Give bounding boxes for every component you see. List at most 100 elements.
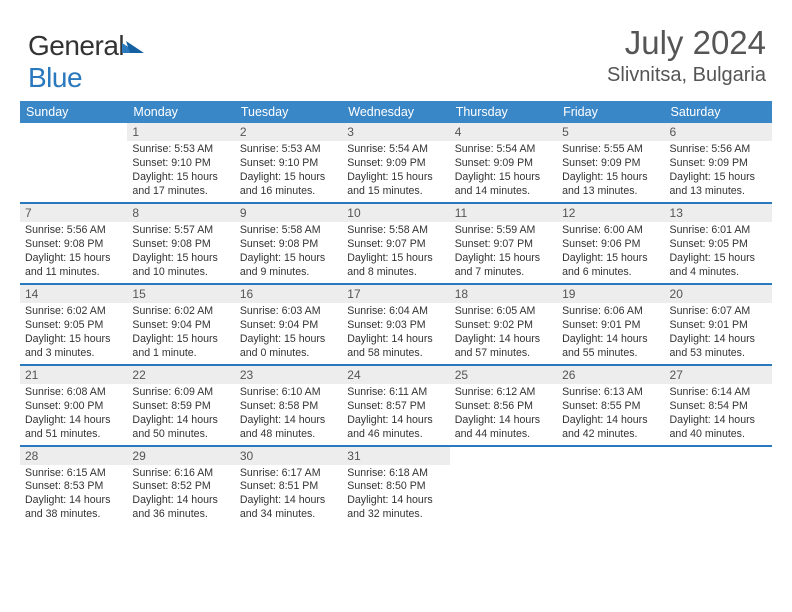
day-number: 2: [235, 123, 342, 141]
day-details: [557, 465, 664, 523]
day-number: 14: [20, 285, 127, 303]
sunrise-text: Sunrise: 6:14 AM: [670, 386, 767, 400]
day-number: 21: [20, 366, 127, 384]
sunset-text: Sunset: 8:57 PM: [347, 400, 444, 414]
day-details: Sunrise: 6:01 AMSunset: 9:05 PMDaylight:…: [665, 222, 772, 283]
day-number: 20: [665, 285, 772, 303]
sunrise-text: Sunrise: 6:12 AM: [455, 386, 552, 400]
sunrise-text: Sunrise: 6:02 AM: [25, 305, 122, 319]
day-details: Sunrise: 6:09 AMSunset: 8:59 PMDaylight:…: [127, 384, 234, 445]
day-details: Sunrise: 6:04 AMSunset: 9:03 PMDaylight:…: [342, 303, 449, 364]
day-number: 31: [342, 447, 449, 465]
daylight-text: Daylight: 15 hours and 10 minutes.: [132, 252, 229, 280]
daylight-text: Daylight: 14 hours and 32 minutes.: [347, 494, 444, 522]
sunset-text: Sunset: 8:58 PM: [240, 400, 337, 414]
day-details: Sunrise: 6:02 AMSunset: 9:04 PMDaylight:…: [127, 303, 234, 364]
sunrise-text: Sunrise: 6:11 AM: [347, 386, 444, 400]
day-number: 17: [342, 285, 449, 303]
calendar-cell: 1Sunrise: 5:53 AMSunset: 9:10 PMDaylight…: [127, 123, 234, 202]
daylight-text: Daylight: 15 hours and 0 minutes.: [240, 333, 337, 361]
sunset-text: Sunset: 9:09 PM: [562, 157, 659, 171]
daylight-text: Daylight: 15 hours and 4 minutes.: [670, 252, 767, 280]
logo-mark-icon: [122, 28, 144, 60]
header: General Blue July 2024 Slivnitsa, Bulgar…: [0, 0, 792, 95]
sunset-text: Sunset: 8:56 PM: [455, 400, 552, 414]
daylight-text: Daylight: 14 hours and 44 minutes.: [455, 414, 552, 442]
calendar-week: 21Sunrise: 6:08 AMSunset: 9:00 PMDayligh…: [20, 366, 772, 447]
calendar-cell: 20Sunrise: 6:07 AMSunset: 9:01 PMDayligh…: [665, 285, 772, 364]
day-number: 25: [450, 366, 557, 384]
sunset-text: Sunset: 9:09 PM: [347, 157, 444, 171]
daylight-text: Daylight: 14 hours and 51 minutes.: [25, 414, 122, 442]
day-details: Sunrise: 6:07 AMSunset: 9:01 PMDaylight:…: [665, 303, 772, 364]
calendar-week: 7Sunrise: 5:56 AMSunset: 9:08 PMDaylight…: [20, 204, 772, 285]
sunrise-text: Sunrise: 6:07 AM: [670, 305, 767, 319]
calendar-cell: 22Sunrise: 6:09 AMSunset: 8:59 PMDayligh…: [127, 366, 234, 445]
day-number: 11: [450, 204, 557, 222]
sunset-text: Sunset: 9:04 PM: [240, 319, 337, 333]
day-number: 3: [342, 123, 449, 141]
day-details: Sunrise: 5:57 AMSunset: 9:08 PMDaylight:…: [127, 222, 234, 283]
sunset-text: Sunset: 9:01 PM: [562, 319, 659, 333]
calendar-cell: 4Sunrise: 5:54 AMSunset: 9:09 PMDaylight…: [450, 123, 557, 202]
day-number: 28: [20, 447, 127, 465]
sunrise-text: Sunrise: 6:17 AM: [240, 467, 337, 481]
sunset-text: Sunset: 9:10 PM: [240, 157, 337, 171]
sunrise-text: Sunrise: 6:01 AM: [670, 224, 767, 238]
day-details: Sunrise: 6:11 AMSunset: 8:57 PMDaylight:…: [342, 384, 449, 445]
sunset-text: Sunset: 9:04 PM: [132, 319, 229, 333]
day-number: 9: [235, 204, 342, 222]
sunset-text: Sunset: 9:08 PM: [240, 238, 337, 252]
dow-header: Monday: [127, 101, 234, 123]
sunrise-text: Sunrise: 5:54 AM: [347, 143, 444, 157]
day-details: Sunrise: 6:00 AMSunset: 9:06 PMDaylight:…: [557, 222, 664, 283]
calendar-cell: 9Sunrise: 5:58 AMSunset: 9:08 PMDaylight…: [235, 204, 342, 283]
sunset-text: Sunset: 9:08 PM: [132, 238, 229, 252]
sunrise-text: Sunrise: 5:53 AM: [240, 143, 337, 157]
sunrise-text: Sunrise: 6:03 AM: [240, 305, 337, 319]
day-number: 24: [342, 366, 449, 384]
day-number: 19: [557, 285, 664, 303]
sunrise-text: Sunrise: 6:10 AM: [240, 386, 337, 400]
sunrise-text: Sunrise: 5:54 AM: [455, 143, 552, 157]
daylight-text: Daylight: 14 hours and 40 minutes.: [670, 414, 767, 442]
calendar-week: 14Sunrise: 6:02 AMSunset: 9:05 PMDayligh…: [20, 285, 772, 366]
day-details: Sunrise: 6:05 AMSunset: 9:02 PMDaylight:…: [450, 303, 557, 364]
day-details: Sunrise: 5:58 AMSunset: 9:08 PMDaylight:…: [235, 222, 342, 283]
day-number: 1: [127, 123, 234, 141]
day-number: 10: [342, 204, 449, 222]
calendar-cell: 24Sunrise: 6:11 AMSunset: 8:57 PMDayligh…: [342, 366, 449, 445]
dow-header: Saturday: [665, 101, 772, 123]
daylight-text: Daylight: 14 hours and 46 minutes.: [347, 414, 444, 442]
calendar-cell: 19Sunrise: 6:06 AMSunset: 9:01 PMDayligh…: [557, 285, 664, 364]
day-number: 15: [127, 285, 234, 303]
dow-header: Friday: [557, 101, 664, 123]
day-details: [665, 465, 772, 523]
sunrise-text: Sunrise: 5:57 AM: [132, 224, 229, 238]
daylight-text: Daylight: 14 hours and 48 minutes.: [240, 414, 337, 442]
daylight-text: Daylight: 14 hours and 57 minutes.: [455, 333, 552, 361]
day-number: 7: [20, 204, 127, 222]
calendar-cell: 5Sunrise: 5:55 AMSunset: 9:09 PMDaylight…: [557, 123, 664, 202]
day-details: Sunrise: 5:55 AMSunset: 9:09 PMDaylight:…: [557, 141, 664, 202]
calendar-cell: 12Sunrise: 6:00 AMSunset: 9:06 PMDayligh…: [557, 204, 664, 283]
day-number: 16: [235, 285, 342, 303]
daylight-text: Daylight: 14 hours and 38 minutes.: [25, 494, 122, 522]
day-number: 12: [557, 204, 664, 222]
sunset-text: Sunset: 9:09 PM: [670, 157, 767, 171]
day-details: [20, 141, 127, 199]
day-number: [665, 447, 772, 465]
daylight-text: Daylight: 15 hours and 8 minutes.: [347, 252, 444, 280]
logo: General Blue: [28, 28, 144, 94]
day-number: 18: [450, 285, 557, 303]
day-details: Sunrise: 6:13 AMSunset: 8:55 PMDaylight:…: [557, 384, 664, 445]
calendar-cell: [557, 447, 664, 526]
dow-header: Tuesday: [235, 101, 342, 123]
day-number: 23: [235, 366, 342, 384]
day-details: Sunrise: 6:02 AMSunset: 9:05 PMDaylight:…: [20, 303, 127, 364]
day-details: Sunrise: 6:17 AMSunset: 8:51 PMDaylight:…: [235, 465, 342, 526]
sunrise-text: Sunrise: 5:58 AM: [240, 224, 337, 238]
sunset-text: Sunset: 8:51 PM: [240, 480, 337, 494]
day-number: 6: [665, 123, 772, 141]
calendar-cell: 7Sunrise: 5:56 AMSunset: 9:08 PMDaylight…: [20, 204, 127, 283]
